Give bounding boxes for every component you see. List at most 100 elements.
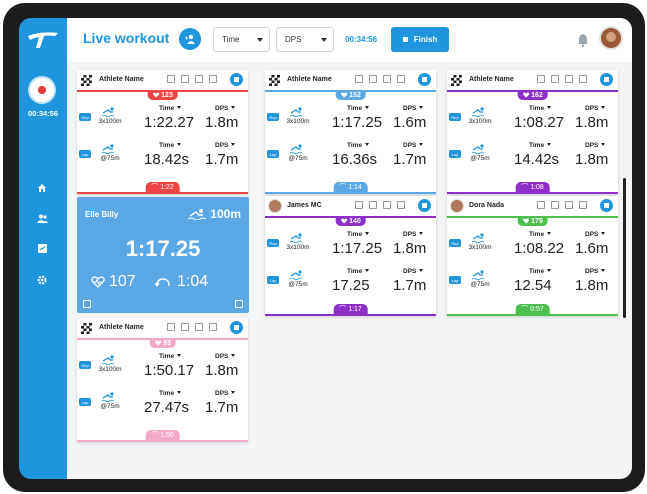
metric-select-2[interactable]: DPS	[276, 27, 334, 52]
athlete-card[interactable]: Athlete Name 152 Rep 3x100m Time DPS 1:1…	[265, 70, 436, 194]
compare-icon[interactable]	[167, 75, 175, 83]
video-icon[interactable]	[383, 201, 391, 209]
expand-icon[interactable]	[369, 75, 377, 83]
expand-icon[interactable]	[551, 75, 559, 83]
rep-dps-value: 1.8m	[575, 114, 609, 131]
focused-athlete-card[interactable]: Elle Billy 100m 1:17.25 107 1:04	[77, 197, 249, 313]
lap-tag: Lap	[267, 276, 279, 284]
lap-time-label[interactable]: Time	[529, 268, 551, 275]
add-user-button[interactable]	[179, 28, 201, 50]
expand-icon[interactable]	[551, 201, 559, 209]
lap-time-label[interactable]: Time	[159, 390, 181, 397]
rep-time-label[interactable]: Time	[529, 231, 551, 238]
heart-icon	[522, 218, 529, 224]
toolbar-timer: 00:34:56	[345, 35, 378, 44]
heart-rate-value: 93	[163, 339, 171, 347]
turn-icon: ⌒	[151, 432, 159, 439]
lap-tag: Lap	[449, 150, 461, 158]
rep-time-label[interactable]: Time	[159, 105, 181, 112]
finish-button[interactable]: Finish	[391, 27, 449, 52]
lap-distance: @75m	[470, 281, 490, 288]
card-bottom-line	[265, 314, 436, 316]
rep-dps-value: 1.8m	[205, 114, 239, 131]
checkered-flag-icon	[81, 75, 92, 86]
video-icon[interactable]	[195, 323, 203, 331]
users-icon[interactable]	[35, 211, 49, 225]
record-button[interactable]	[28, 76, 56, 104]
settings-icon[interactable]	[35, 273, 49, 287]
lap-dps-label[interactable]: DPS	[403, 142, 423, 149]
compare-icon[interactable]	[167, 323, 175, 331]
lap-time-label[interactable]: Time	[347, 142, 369, 149]
video-icon[interactable]	[565, 201, 573, 209]
athlete-card[interactable]: Athlete Name 123 Rep 3x100m Time DPS 1:2…	[77, 70, 248, 194]
lap-dps-label[interactable]: DPS	[585, 142, 605, 149]
metric-select-1-value: Time	[222, 35, 240, 44]
stop-button[interactable]	[418, 199, 431, 212]
stop-button[interactable]	[418, 73, 431, 86]
battery-icon	[397, 201, 405, 209]
heart-icon	[152, 92, 159, 98]
lap-dps-label[interactable]: DPS	[585, 268, 605, 275]
lap-dps-label[interactable]: DPS	[215, 390, 235, 397]
rep-dps-label[interactable]: DPS	[403, 231, 423, 238]
stop-button[interactable]	[230, 73, 243, 86]
stop-button[interactable]	[600, 199, 613, 212]
compare-icon[interactable]	[355, 201, 363, 209]
lap-time-label[interactable]: Time	[529, 142, 551, 149]
bell-icon[interactable]	[577, 33, 589, 47]
swimmer-icon	[472, 270, 485, 280]
video-icon[interactable]	[565, 75, 573, 83]
focused-hr-value: 107	[109, 273, 136, 290]
expand-icon[interactable]	[181, 75, 189, 83]
user-avatar[interactable]	[599, 26, 623, 50]
scrollbar[interactable]	[623, 178, 626, 318]
athlete-card[interactable]: Athlete Name 93 Rep 3x100m Time DPS 1:50…	[77, 318, 248, 442]
lap-dps-label[interactable]: DPS	[215, 142, 235, 149]
home-icon[interactable]	[35, 181, 49, 195]
video-icon[interactable]	[383, 75, 391, 83]
turn-icon	[155, 278, 170, 287]
rep-time-value: 1:08.27	[514, 114, 565, 131]
athlete-card[interactable]: Athlete Name 162 Rep 3x100m Time DPS 1:0…	[447, 70, 618, 194]
rep-distance: 3x100m	[98, 118, 122, 125]
lap-dps-value: 1.7m	[205, 399, 239, 416]
rep-time-label[interactable]: Time	[159, 353, 181, 360]
athlete-card[interactable]: James MC 140 Rep 3x100m Time DPS 1:17.25…	[265, 196, 436, 316]
card-header: Dora Nada	[447, 196, 618, 216]
metric-select-1[interactable]: Time	[213, 27, 270, 52]
lap-time-value: 18.42s	[144, 151, 190, 168]
expand-icon[interactable]	[181, 323, 189, 331]
lap-row: Lap @75m Time DPS 18.42s 1.7m	[77, 140, 248, 173]
stop-button[interactable]	[600, 73, 613, 86]
athlete-card[interactable]: Dora Nada 175 Rep 3x100m Time DPS 1:08.2…	[447, 196, 618, 316]
card-bottom-line	[77, 192, 248, 194]
stop-button[interactable]	[230, 321, 243, 334]
rep-dps-label[interactable]: DPS	[215, 353, 235, 360]
heart-rate-value: 123	[161, 91, 173, 99]
rep-tag: Rep	[449, 239, 461, 247]
page-title: Live workout	[83, 30, 170, 46]
compare-icon[interactable]	[355, 75, 363, 83]
stats-icon[interactable]	[35, 241, 49, 255]
rep-dps-value: 1.6m	[575, 240, 609, 257]
rep-dps-label[interactable]: DPS	[215, 105, 235, 112]
card-bottom-line	[447, 314, 618, 316]
video-icon[interactable]	[195, 75, 203, 83]
rep-time-label[interactable]: Time	[347, 105, 369, 112]
lap-time-label[interactable]: Time	[159, 142, 181, 149]
rep-dps-label[interactable]: DPS	[403, 105, 423, 112]
rep-time-label[interactable]: Time	[347, 231, 369, 238]
rep-dps-label[interactable]: DPS	[585, 105, 605, 112]
compare-icon[interactable]	[83, 300, 91, 308]
compare-icon[interactable]	[537, 201, 545, 209]
heart-icon	[340, 218, 347, 224]
compare-icon[interactable]	[537, 75, 545, 83]
lap-time-label[interactable]: Time	[347, 268, 369, 275]
focused-heart-rate: 107	[91, 273, 136, 291]
rep-time-label[interactable]: Time	[529, 105, 551, 112]
expand-icon[interactable]	[235, 300, 243, 308]
lap-dps-label[interactable]: DPS	[403, 268, 423, 275]
rep-dps-label[interactable]: DPS	[585, 231, 605, 238]
expand-icon[interactable]	[369, 201, 377, 209]
